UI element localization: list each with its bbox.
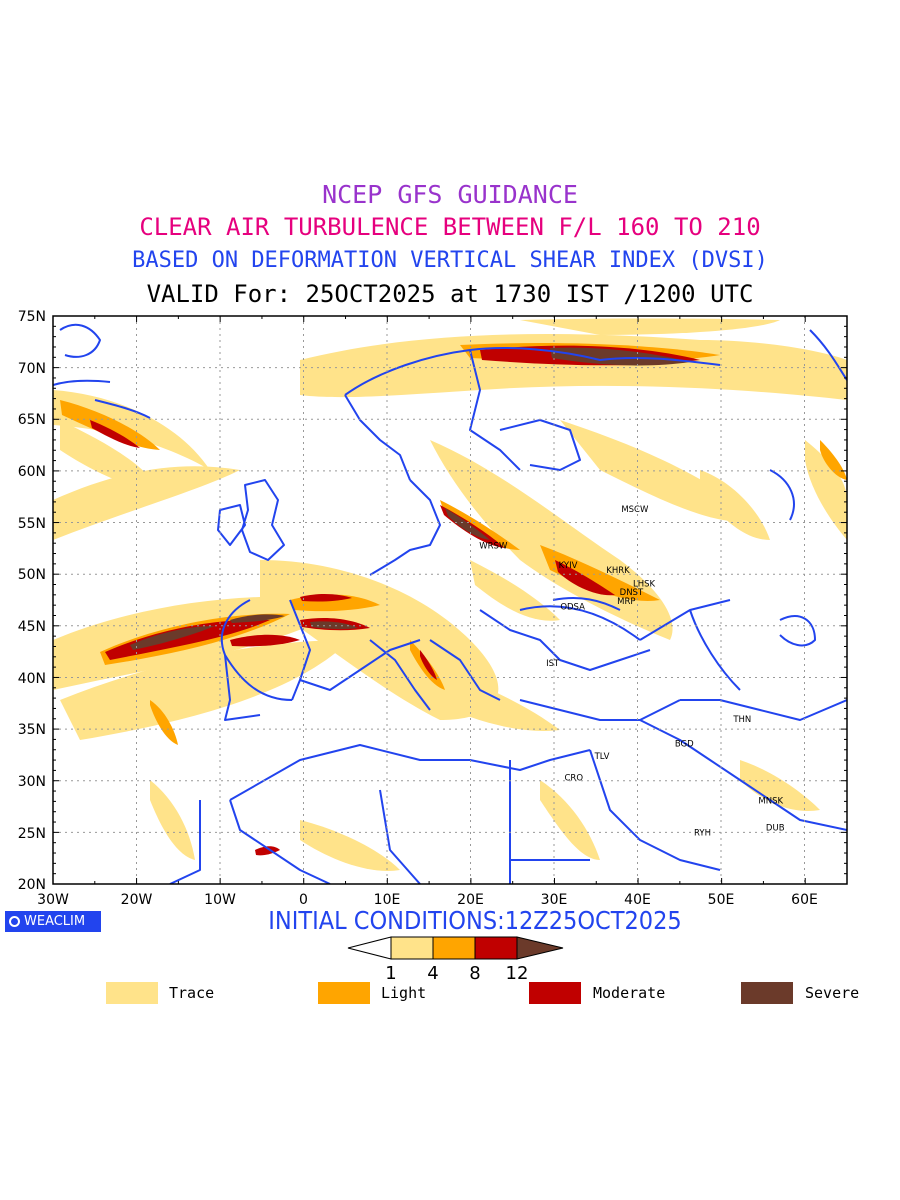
colorbar-severe-arrow <box>516 936 564 960</box>
station-kyiv: KYIV <box>559 561 578 571</box>
legend-label: Light <box>381 984 427 1002</box>
station-odsa: ODSA <box>560 602 585 612</box>
lon-label: 50E <box>708 892 735 908</box>
initial-conditions: INITIAL CONDITIONS:12Z25OCT2025 <box>268 906 682 935</box>
station-dub: DUB <box>766 823 785 833</box>
legend-swatch-trace <box>106 982 158 1004</box>
lon-label: 30W <box>37 892 69 908</box>
colorbar-trace <box>390 936 434 960</box>
lat-label: 75N <box>18 309 46 325</box>
colorbar-tick: 12 <box>506 963 529 984</box>
station-khrk: KHRK <box>606 566 630 576</box>
valid-time: VALID For: 25OCT2025 at 1730 IST /1200 U… <box>146 280 754 308</box>
axis-ticks <box>52 315 848 885</box>
lat-label: 70N <box>18 361 46 377</box>
lat-label: 50N <box>18 567 46 583</box>
colorbar-tick: 8 <box>469 963 480 984</box>
legend-label: Moderate <box>593 984 666 1002</box>
legend-swatch-moderate <box>529 982 581 1004</box>
station-ist: IST <box>546 659 560 669</box>
colorbar-moderate <box>474 936 518 960</box>
lat-label: 65N <box>18 412 46 428</box>
badge-label: WEACLIM <box>24 914 86 929</box>
lon-label: 20E <box>457 892 484 908</box>
lon-label: 20W <box>121 892 153 908</box>
lon-label: 30E <box>541 892 568 908</box>
station-lhsk: LHSK <box>633 580 656 590</box>
station-wrsw: WRSW <box>479 541 508 551</box>
colorbar-light <box>432 936 476 960</box>
graticule <box>53 316 847 884</box>
title-line-3: BASED ON DEFORMATION VERTICAL SHEAR INDE… <box>132 248 768 273</box>
station-mnsk: MNSK <box>758 796 783 806</box>
colorbar-tick: 4 <box>427 963 438 984</box>
map-background <box>53 316 847 884</box>
station-cro: CRO <box>565 774 584 784</box>
map-frame <box>52 315 848 885</box>
station-dnst: DNST <box>620 588 644 598</box>
longitude-labels: 30W 20W 10W 0 10E 20E 30E 40E 50E 60E <box>37 892 818 908</box>
lat-label: 60N <box>18 464 46 480</box>
lat-label: 35N <box>18 722 46 738</box>
lon-label: 0 <box>299 892 308 908</box>
legend-label: Severe <box>805 984 860 1002</box>
lat-label: 25N <box>18 826 46 842</box>
lat-label: 55N <box>18 516 46 532</box>
station-ryh: RYH <box>694 828 711 838</box>
legend-label: Trace <box>169 984 215 1002</box>
station-bgd: BGD <box>675 740 694 750</box>
title-line-2: CLEAR AIR TURBULENCE BETWEEN F/L 160 TO … <box>139 213 761 241</box>
lat-label: 40N <box>18 671 46 687</box>
station-mrp: MRP <box>617 597 635 607</box>
colorbar: 1 4 8 12 <box>347 936 564 984</box>
latitude-labels: 75N 70N 65N 60N 55N 50N 45N 40N 35N 30N … <box>18 309 46 893</box>
colorbar-tick: 1 <box>385 963 396 984</box>
lon-label: 40E <box>624 892 651 908</box>
legend-swatch-severe <box>741 982 793 1004</box>
station-tlv: TLV <box>594 752 610 762</box>
lat-label: 20N <box>18 877 46 893</box>
lon-label: 60E <box>791 892 818 908</box>
coastlines <box>53 323 847 884</box>
title-line-1: NCEP GFS GUIDANCE <box>322 180 578 209</box>
colorbar-low-arrow <box>347 936 392 960</box>
legend-swatch-light <box>318 982 370 1004</box>
station-mscw: MSCW <box>621 505 649 515</box>
lat-label: 45N <box>18 619 46 635</box>
lat-label: 30N <box>18 774 46 790</box>
weaclim-badge: WEACLIM <box>5 911 101 932</box>
station-thn: THN <box>732 715 751 725</box>
lon-label: 10E <box>374 892 401 908</box>
weaclim-logo-icon <box>9 916 20 927</box>
lon-label: 10W <box>204 892 236 908</box>
